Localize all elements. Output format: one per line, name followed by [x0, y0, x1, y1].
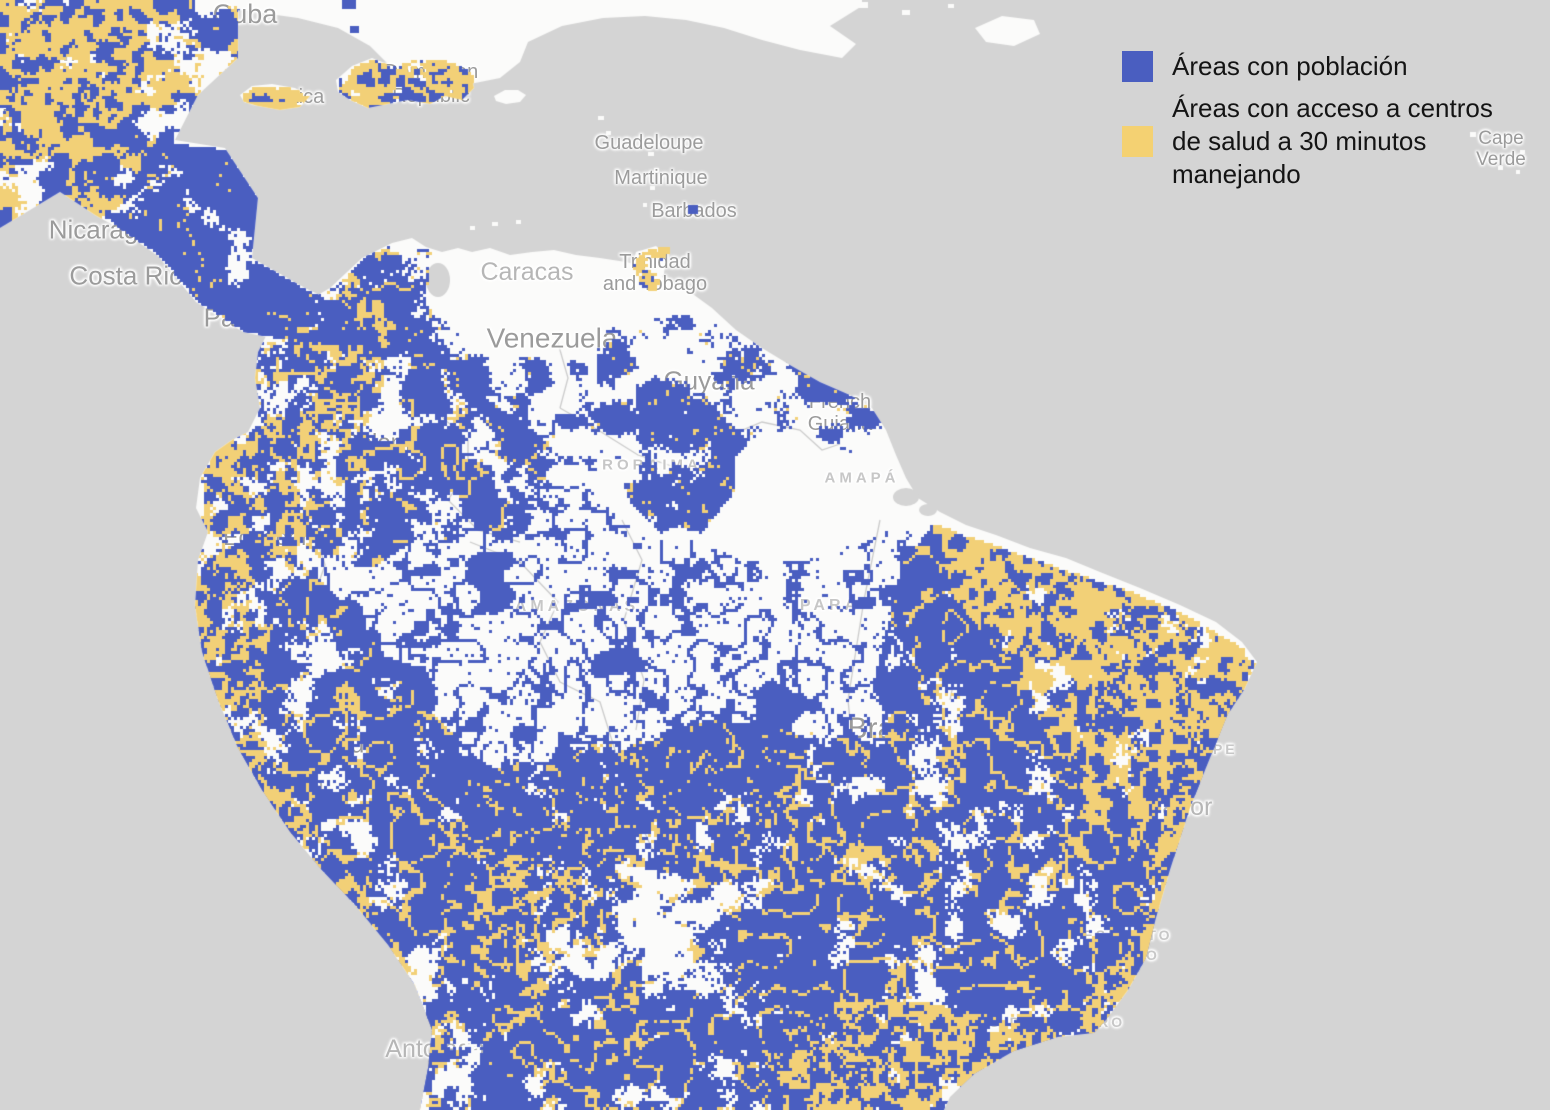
legend-row-health-access: Áreas con acceso a centros de salud a 30 … [1122, 92, 1493, 191]
legend-label-population: Áreas con población [1172, 51, 1408, 81]
legend-swatch-population [1122, 51, 1153, 82]
legend-label-health-access: Áreas con acceso a centros de salud a 30 … [1172, 93, 1493, 189]
map-legend: Áreas con población Áreas con acceso a c… [1122, 50, 1493, 200]
legend-swatch-health-access [1122, 126, 1153, 157]
legend-row-population: Áreas con población [1122, 50, 1493, 83]
